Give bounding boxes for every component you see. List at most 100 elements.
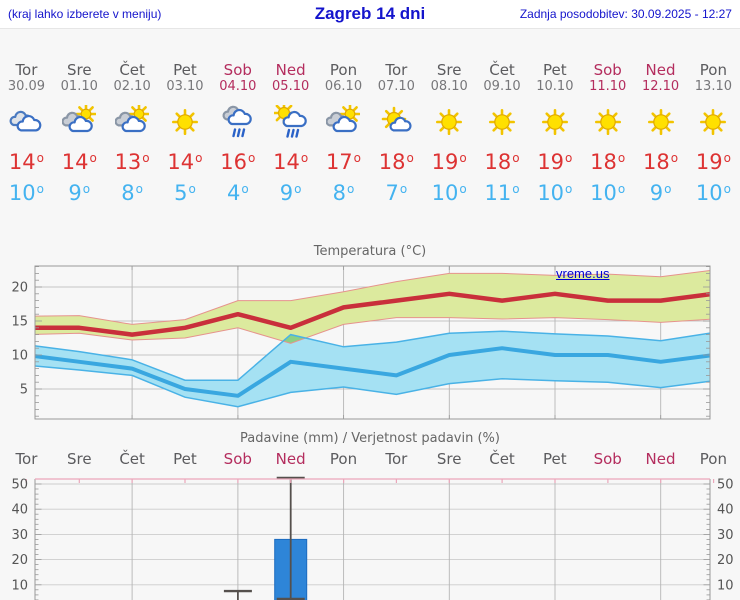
sunny-icon: [423, 105, 476, 139]
temp-max: 18o: [590, 150, 626, 174]
day-name: Ned: [645, 61, 676, 79]
day-column-10.10: Pet 10.10 19o 10o: [528, 61, 581, 205]
day-name: Pet: [543, 61, 567, 79]
partly-cloudy-icon: [53, 105, 106, 139]
temp-min: 8o: [121, 181, 143, 205]
page-title: Zagreb 14 dni: [314, 4, 426, 23]
precip-day-label: Ned: [645, 450, 676, 468]
partly-cloudy-icon: [317, 105, 370, 139]
temp-min: 4o: [226, 181, 249, 205]
day-date: 03.10: [166, 79, 204, 94]
temp-min: 9o: [649, 181, 672, 205]
sunny-icon: [687, 105, 740, 139]
day-column-07.10: Tor 07.10 18o 7o: [370, 61, 423, 205]
temp-max: 14o: [167, 150, 203, 174]
precip-day-label: Čet: [119, 450, 145, 468]
svg-text:20: 20: [717, 553, 734, 568]
day-date: 11.10: [589, 79, 627, 94]
cloudy-icon: [0, 105, 53, 139]
day-column-30.09: Tor 30.09 14o 10o: [0, 61, 53, 205]
day-date: 01.10: [60, 79, 98, 94]
day-column-02.10: Čet 02.10 13o 8o: [106, 61, 159, 205]
temp-max: 18o: [378, 150, 414, 174]
day-date: 09.10: [483, 79, 521, 94]
day-name: Čet: [489, 61, 515, 79]
page-header: (kraj lahko izberete v meniju) Zagreb 14…: [0, 0, 740, 28]
day-column-13.10: Pon 13.10 19o 10o: [687, 61, 740, 205]
day-date: 10.10: [536, 79, 574, 94]
day-column-08.10: Sre 08.10 19o 10o: [423, 61, 476, 205]
temp-min: 9o: [68, 181, 91, 205]
temp-max: 14o: [61, 150, 97, 174]
day-date: 05.10: [272, 79, 310, 94]
day-column-05.10: Ned 05.10 14o 9o: [264, 61, 317, 205]
precipitation-chart-title: Padavine (mm) / Verjetnost padavin (%): [240, 431, 500, 446]
day-date: 04.10: [219, 79, 257, 94]
day-column-01.10: Sre 01.10 14o 9o: [53, 61, 106, 205]
sunny-icon: [476, 105, 529, 139]
svg-text:20: 20: [11, 553, 28, 568]
precip-day-label: Pon: [329, 450, 358, 468]
day-name: Sob: [593, 61, 622, 79]
svg-text:30: 30: [11, 528, 28, 543]
temp-max: 16o: [220, 150, 256, 174]
precip-day-label: Tor: [385, 450, 408, 468]
precip-day-label: Sre: [436, 450, 462, 468]
svg-text:40: 40: [11, 503, 28, 518]
vreme-watermark-link[interactable]: vreme.us: [556, 266, 610, 281]
rain-icon: [211, 105, 264, 139]
temp-max: 17o: [325, 150, 362, 174]
day-name: Pet: [173, 61, 197, 79]
precip-day-label: Pet: [543, 450, 567, 468]
temp-max: 18o: [484, 150, 520, 174]
mostly-sunny-icon: [370, 105, 423, 139]
day-name: Sre: [436, 61, 462, 79]
day-column-03.10: Pet 03.10 14o 5o: [159, 61, 212, 205]
temp-max: 14o: [8, 150, 44, 174]
day-name: Tor: [385, 61, 408, 79]
day-date: 30.09: [7, 79, 46, 94]
svg-text:10: 10: [11, 349, 28, 364]
day-column-09.10: Čet 09.10 18o 11o: [476, 61, 529, 205]
precip-day-label: Sob: [593, 450, 622, 468]
precip-day-label: Sre: [66, 450, 92, 468]
temp-min: 10o: [8, 181, 44, 205]
last-update-label: Zadnja posodobitev: 30.09.2025 - 12:27: [519, 7, 732, 21]
temp-max: 14o: [273, 150, 309, 174]
precip-day-label: Tor: [15, 450, 38, 468]
menu-hint-note: (kraj lahko izberete v meniju): [8, 7, 162, 21]
temp-min: 8o: [332, 181, 355, 205]
partly-cloudy-icon: [106, 105, 159, 139]
temp-max: 19o: [537, 150, 573, 174]
day-column-04.10: Sob 04.10 16o 4o: [211, 61, 264, 205]
sunny-icon: [159, 105, 212, 139]
day-column-12.10: Ned 12.10 18o 9o: [634, 61, 687, 205]
temp-max: 18o: [643, 150, 679, 174]
day-date: 02.10: [113, 79, 151, 94]
temp-min: 7o: [385, 181, 408, 205]
day-name: Sre: [66, 61, 92, 79]
precipitation-chart: 0010102020303040405050: [11, 476, 734, 600]
temp-min: 9o: [279, 181, 302, 205]
precip-day-label: Pon: [699, 450, 727, 468]
day-column-06.10: Pon 06.10 17o 8o: [317, 61, 370, 205]
svg-text:50: 50: [717, 478, 734, 493]
svg-text:15: 15: [11, 315, 28, 330]
temp-min: 10o: [695, 181, 731, 205]
sun-rain-icon: [264, 105, 317, 139]
temp-max: 19o: [695, 150, 731, 174]
temp-min: 11o: [484, 181, 520, 205]
day-name: Čet: [119, 61, 145, 79]
day-name: Tor: [15, 61, 38, 79]
temperature-chart-title: Temperatura (°C): [313, 244, 427, 259]
day-name: Sob: [223, 61, 252, 79]
precip-day-label: Čet: [489, 450, 515, 468]
precipitation-days-row: Tor Sre Čet Pet Sob Ned Pon Tor Sre Čet Pet Sob Ned P…: [0, 450, 740, 468]
sunny-icon: [528, 105, 581, 139]
svg-text:40: 40: [717, 503, 734, 518]
day-name: Pon: [699, 61, 727, 79]
sunny-icon: [634, 105, 687, 139]
day-date: 06.10: [324, 79, 363, 94]
forecast-panel: Tor 30.09 14o 10o Sre 01.10 14o 9o Čet 02.10 13…: [0, 28, 740, 600]
